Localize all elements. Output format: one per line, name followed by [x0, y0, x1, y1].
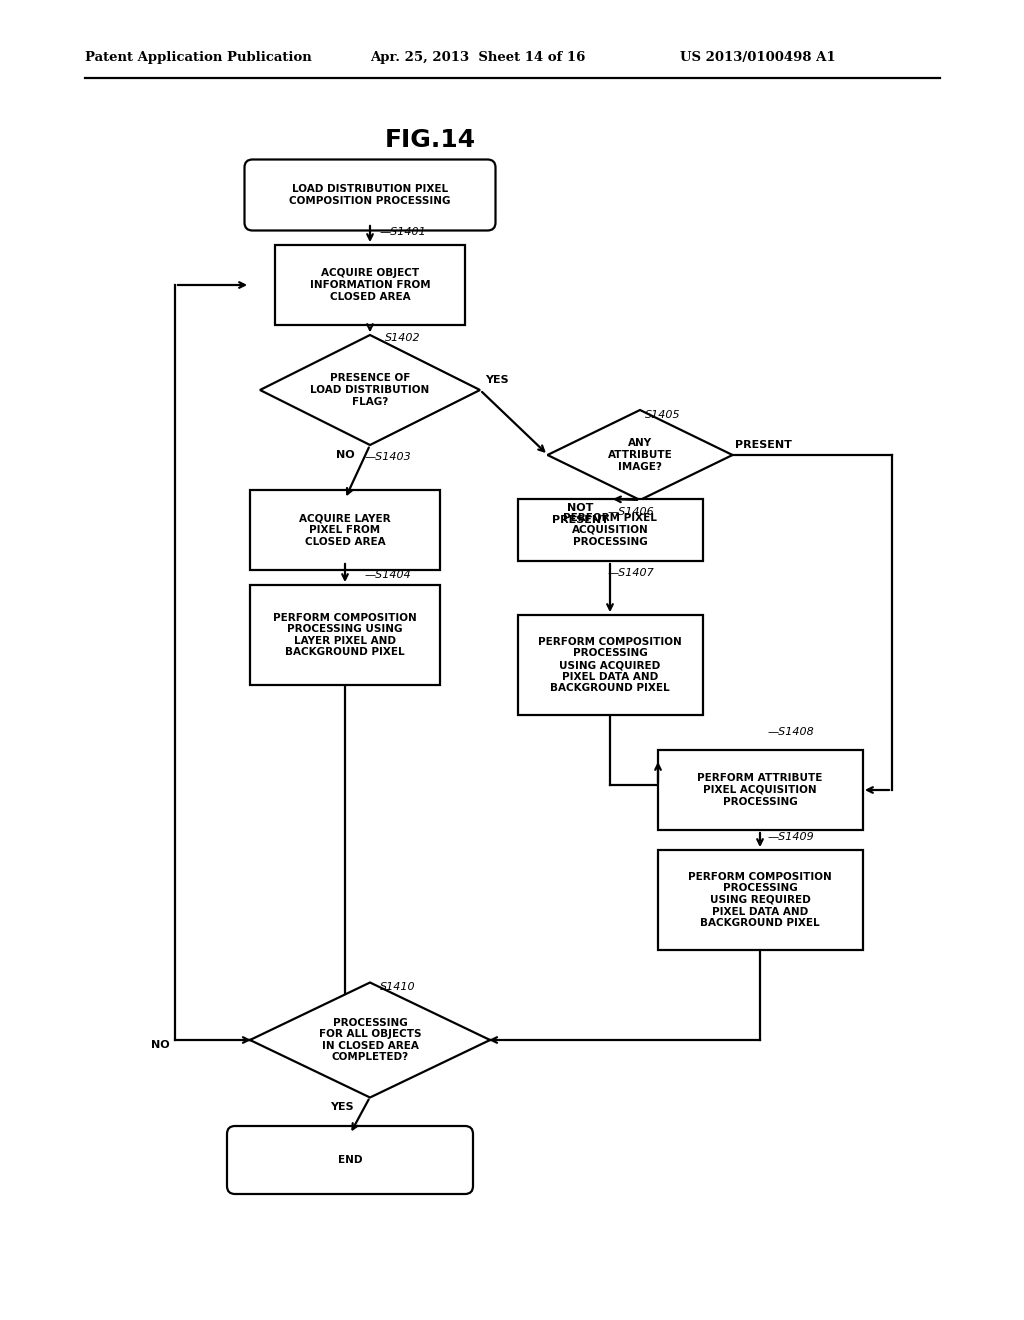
Bar	[250, 585, 440, 685]
Text: —S1406: —S1406	[608, 507, 654, 517]
Text: FIG.14: FIG.14	[384, 128, 475, 152]
Text: YES: YES	[485, 375, 509, 385]
Bar	[517, 499, 702, 561]
Bar	[657, 850, 862, 950]
Text: ACQUIRE OBJECT
INFORMATION FROM
CLOSED AREA: ACQUIRE OBJECT INFORMATION FROM CLOSED A…	[309, 268, 430, 301]
Polygon shape	[548, 411, 732, 500]
Text: ACQUIRE LAYER
PIXEL FROM
CLOSED AREA: ACQUIRE LAYER PIXEL FROM CLOSED AREA	[299, 513, 391, 546]
Text: LOAD DISTRIBUTION PIXEL
COMPOSITION PROCESSING: LOAD DISTRIBUTION PIXEL COMPOSITION PROC…	[289, 185, 451, 206]
Text: PROCESSING
FOR ALL OBJECTS
IN CLOSED AREA
COMPLETED?: PROCESSING FOR ALL OBJECTS IN CLOSED ARE…	[318, 1018, 421, 1063]
Text: —S1403: —S1403	[365, 451, 412, 462]
Text: PERFORM COMPOSITION
PROCESSING
USING ACQUIRED
PIXEL DATA AND
BACKGROUND PIXEL: PERFORM COMPOSITION PROCESSING USING ACQ…	[539, 636, 682, 693]
Text: END: END	[338, 1155, 362, 1166]
Bar	[517, 615, 702, 715]
Text: PERFORM ATTRIBUTE
PIXEL ACQUISITION
PROCESSING: PERFORM ATTRIBUTE PIXEL ACQUISITION PROC…	[697, 774, 822, 807]
Text: ANY
ATTRIBUTE
IMAGE?: ANY ATTRIBUTE IMAGE?	[607, 438, 673, 471]
Text: PERFORM PIXEL
ACQUISITION
PROCESSING: PERFORM PIXEL ACQUISITION PROCESSING	[563, 513, 657, 546]
Text: NOT
PRESENT: NOT PRESENT	[552, 503, 608, 524]
Text: NO: NO	[152, 1040, 170, 1049]
Text: YES: YES	[330, 1102, 354, 1111]
Text: PERFORM COMPOSITION
PROCESSING
USING REQUIRED
PIXEL DATA AND
BACKGROUND PIXEL: PERFORM COMPOSITION PROCESSING USING REQ…	[688, 871, 831, 928]
Polygon shape	[260, 335, 480, 445]
Text: —S1407: —S1407	[608, 568, 654, 578]
Text: —S1404: —S1404	[365, 570, 412, 579]
Bar	[275, 246, 465, 325]
Text: US 2013/0100498 A1: US 2013/0100498 A1	[680, 51, 836, 65]
Text: PERFORM COMPOSITION
PROCESSING USING
LAYER PIXEL AND
BACKGROUND PIXEL: PERFORM COMPOSITION PROCESSING USING LAY…	[273, 612, 417, 657]
Text: S1410: S1410	[380, 982, 416, 993]
Text: —S1401: —S1401	[380, 227, 427, 238]
Text: Apr. 25, 2013  Sheet 14 of 16: Apr. 25, 2013 Sheet 14 of 16	[370, 51, 586, 65]
Polygon shape	[250, 982, 490, 1097]
FancyBboxPatch shape	[245, 160, 496, 231]
Text: Patent Application Publication: Patent Application Publication	[85, 51, 311, 65]
FancyBboxPatch shape	[227, 1126, 473, 1195]
Text: —S1408: —S1408	[768, 727, 815, 737]
Text: PRESENT: PRESENT	[735, 440, 792, 450]
Bar	[657, 750, 862, 830]
Text: PRESENCE OF
LOAD DISTRIBUTION
FLAG?: PRESENCE OF LOAD DISTRIBUTION FLAG?	[310, 374, 430, 407]
Text: S1405: S1405	[645, 411, 681, 420]
Text: —S1409: —S1409	[768, 832, 815, 842]
Bar	[250, 490, 440, 570]
Text: S1402: S1402	[385, 333, 421, 343]
Text: NO: NO	[336, 450, 355, 459]
